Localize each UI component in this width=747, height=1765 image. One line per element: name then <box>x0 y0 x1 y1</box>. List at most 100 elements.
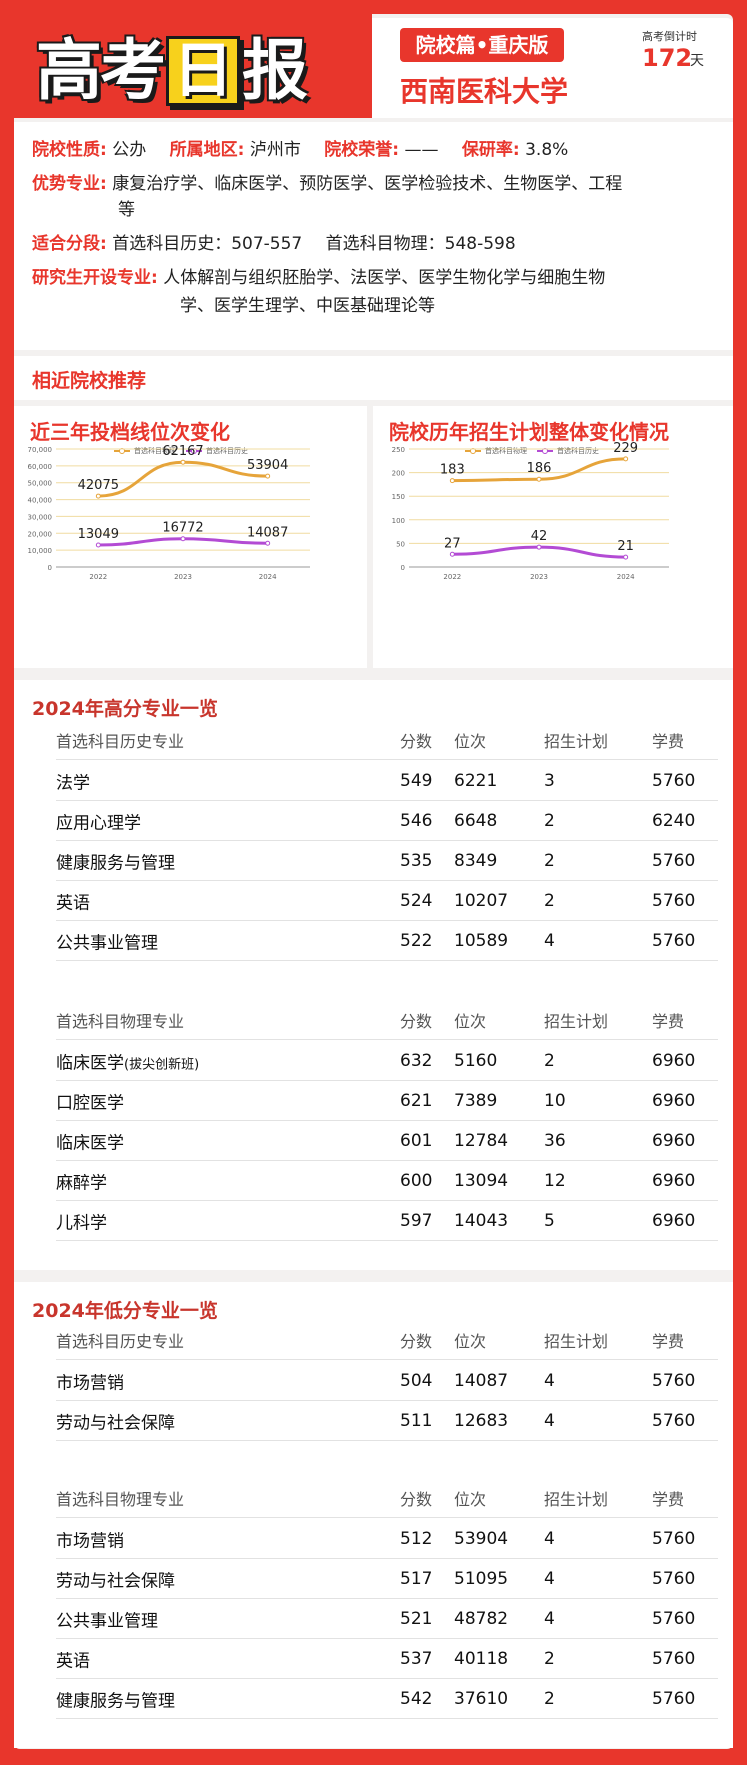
cell-major: 口腔医学 <box>56 1088 124 1113</box>
cell-score: 621 <box>400 1091 432 1111</box>
cell-rank-text: 7389 <box>454 1090 498 1111</box>
cell-rank: 12784 <box>454 1131 508 1151</box>
series-line <box>98 460 268 498</box>
cell-rank-text: 14087 <box>454 1370 509 1391</box>
y-tick-label: 200 <box>392 470 405 478</box>
cell-rank-text: 6648 <box>454 810 498 831</box>
chart-plan-legend: 首选科目物理 首选科目历史 <box>465 446 599 456</box>
logo-char-3: 日 <box>166 36 240 106</box>
y-tick-label: 100 <box>392 517 405 525</box>
nature-value: 公办 <box>112 140 147 160</box>
cell-score-text: 522 <box>400 930 433 951</box>
table-row: 公共事业管理 522 10589 4 5760 <box>56 921 718 961</box>
cell-score-text: 549 <box>400 770 433 791</box>
cell-plan: 5 <box>544 1211 555 1231</box>
cell-plan: 4 <box>544 931 555 951</box>
high-score-section: 2024年高分专业一览 首选科目历史专业 分数 位次 招生计划 学费 法学 549… <box>14 680 733 1270</box>
cell-major: 儿科学 <box>56 1208 107 1233</box>
edition-badge: 院校篇•重庆版 <box>400 28 564 62</box>
table-row: 公共事业管理 521 48782 4 5760 <box>56 1599 718 1639</box>
cell-major: 市场营销 <box>56 1526 124 1551</box>
cell-score-text: 517 <box>400 1568 433 1589</box>
cell-plan: 2 <box>544 1689 555 1709</box>
cell-fee-text: 5760 <box>652 770 696 791</box>
header-right: 院校篇•重庆版 西南医科大学 高考倒计时 172 天 <box>372 18 733 118</box>
cell-fee: 5760 <box>652 931 695 951</box>
info-row-basic: 院校性质: 公办 所属地区: 泸州市 院校荣誉: —— 保研率: 3.8% <box>32 136 568 164</box>
chart-rank-title: 近三年投档线位次变化 <box>30 420 230 444</box>
x-tick-label: 2022 <box>89 573 107 581</box>
cell-major: 英语 <box>56 1646 90 1671</box>
col-rank: 位次 <box>454 731 487 751</box>
cell-fee-text: 5760 <box>652 850 696 871</box>
cell-rank: 37610 <box>454 1689 508 1709</box>
cell-plan-text: 4 <box>544 930 555 951</box>
cell-score: 632 <box>400 1051 432 1071</box>
cell-major-text: 健康服务与管理 <box>56 1691 175 1711</box>
cell-rank: 14087 <box>454 1371 508 1391</box>
countdown-unit: 天 <box>690 53 704 69</box>
cell-major-text: 公共事业管理 <box>56 1611 158 1631</box>
grad-line-2: 学、医学生理学、中医基础理论等 <box>180 296 435 316</box>
cell-major-text: 麻醉学 <box>56 1173 107 1193</box>
data-label: 27 <box>444 536 461 551</box>
y-tick-label: 40,000 <box>28 497 53 505</box>
col-score: 分数 <box>400 1331 433 1351</box>
table-row: 临床医学 601 12784 36 6960 <box>56 1121 718 1161</box>
legend-label-physics: 首选科目物理 <box>134 447 176 455</box>
cell-plan-text: 3 <box>544 770 555 791</box>
data-point <box>95 542 101 548</box>
col-score: 分数 <box>400 1489 433 1509</box>
data-point <box>449 551 455 557</box>
cell-plan: 12 <box>544 1171 566 1191</box>
data-point <box>95 493 101 499</box>
chart-rank-panel: 近三年投档线位次变化 首选科目物理 首选科目历史 0 10,000 20,000 30… <box>14 406 367 668</box>
table-row: 劳动与社会保障 511 12683 4 5760 <box>56 1401 718 1441</box>
cell-plan-text: 4 <box>544 1410 555 1431</box>
cell-score: 512 <box>400 1529 432 1549</box>
cell-score: 504 <box>400 1371 432 1391</box>
x-tick-label: 2024 <box>617 573 635 581</box>
cell-fee: 6240 <box>652 811 695 831</box>
col-plan: 招生计划 <box>544 1011 609 1031</box>
cell-score: 600 <box>400 1171 432 1191</box>
cell-fee-text: 6960 <box>652 1090 696 1111</box>
cell-score-text: 600 <box>400 1170 433 1191</box>
cell-major: 英语 <box>56 888 90 913</box>
cell-note: (拔尖创新班) <box>124 1057 200 1072</box>
col-score: 分数 <box>400 1011 433 1031</box>
cell-rank-text: 14043 <box>454 1210 509 1231</box>
university-name: 西南医科大学 <box>400 75 569 108</box>
cell-plan-text: 2 <box>544 1688 555 1709</box>
cell-fee-text: 5760 <box>652 890 696 911</box>
info-row-score: 适合分段: 首选科目历史：507-557 首选科目物理：548-598 <box>32 230 516 258</box>
info-section: 院校性质: 公办 所属地区: 泸州市 院校荣誉: —— 保研率: 3.8% 优势… <box>14 122 733 350</box>
region-value: 泸州市 <box>249 140 301 160</box>
data-label: 186 <box>527 461 552 476</box>
cell-rank: 8349 <box>454 851 497 871</box>
cell-score-text: 546 <box>400 810 433 831</box>
cell-fee: 5760 <box>652 891 695 911</box>
col-fee: 学费 <box>652 1331 685 1351</box>
cell-rank-text: 53904 <box>454 1528 509 1549</box>
cell-major-text: 劳动与社会保障 <box>56 1413 175 1433</box>
table-row: 麻醉学 600 13094 12 6960 <box>56 1161 718 1201</box>
cell-plan-text: 2 <box>544 810 555 831</box>
table-row: 儿科学 597 14043 5 6960 <box>56 1201 718 1241</box>
y-tick-label: 0 <box>48 564 52 572</box>
cell-fee-text: 5760 <box>652 1608 696 1629</box>
cell-fee-text: 6960 <box>652 1170 696 1191</box>
low-physics-header: 首选科目物理专业 分数 位次 招生计划 学费 <box>56 1478 718 1518</box>
cell-score-text: 597 <box>400 1210 433 1231</box>
cell-rank: 6648 <box>454 811 497 831</box>
cell-major-text: 法学 <box>56 773 90 793</box>
table-row: 法学 549 6221 3 5760 <box>56 761 718 801</box>
score-history: 首选科目历史：507-557 <box>112 234 303 254</box>
y-tick-label: 150 <box>392 493 405 501</box>
cell-rank-text: 5160 <box>454 1050 498 1071</box>
cell-score: 522 <box>400 931 432 951</box>
data-point <box>623 554 629 560</box>
cell-rank-text: 6221 <box>454 770 498 791</box>
cell-fee: 5760 <box>652 1411 695 1431</box>
cell-plan: 36 <box>544 1131 566 1151</box>
